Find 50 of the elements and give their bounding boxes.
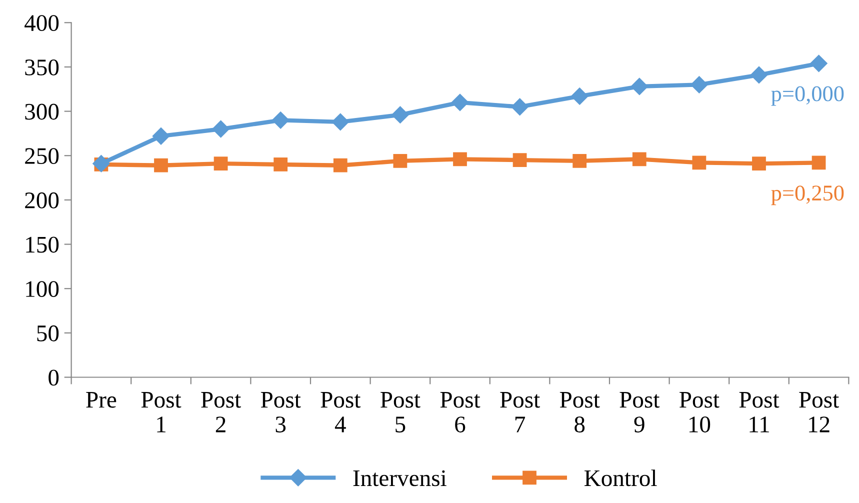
point xyxy=(451,94,469,111)
x-tick-label: Post 4 xyxy=(320,392,361,432)
y-tick-label: 100 xyxy=(26,281,59,298)
point xyxy=(752,156,766,171)
x-tick-label: Post 12 xyxy=(799,392,839,432)
y-tick-label: 0 xyxy=(48,370,59,386)
point xyxy=(810,54,828,72)
x-tick-label: Post 5 xyxy=(380,392,420,432)
x-tick-label: Post 2 xyxy=(201,392,241,432)
x-tick-label: Post 10 xyxy=(680,392,720,432)
point xyxy=(632,152,646,166)
y-tick-label: 200 xyxy=(25,192,59,208)
y-tick-label: 300 xyxy=(25,104,59,120)
y-tick-label: 250 xyxy=(25,148,59,164)
point xyxy=(572,154,587,168)
point xyxy=(212,120,230,138)
point xyxy=(571,88,588,105)
point xyxy=(274,158,288,172)
point xyxy=(812,156,826,170)
point xyxy=(511,98,528,116)
point xyxy=(690,76,708,94)
y-tick-label: 50 xyxy=(37,325,59,342)
x-tick-label: Post 11 xyxy=(739,392,780,432)
point xyxy=(214,156,228,171)
y-tick-label: 350 xyxy=(25,59,59,76)
legend-label: Intervensi xyxy=(353,470,446,486)
point xyxy=(750,66,768,84)
y-tick-label: 400 xyxy=(24,15,59,32)
point xyxy=(630,78,648,96)
x-tick-label: Pre xyxy=(86,392,116,408)
annotation: p=0,000 xyxy=(771,86,844,106)
x-tick-label: Post 1 xyxy=(141,392,182,432)
point xyxy=(152,128,170,145)
annotation: p=0,250 xyxy=(771,186,844,206)
point xyxy=(332,113,349,130)
point xyxy=(393,154,408,168)
legend-label: Kontrol xyxy=(584,470,657,486)
x-tick-label: Post 3 xyxy=(260,392,301,432)
point xyxy=(392,106,409,124)
x-tick-label: Post 9 xyxy=(620,392,660,432)
y-tick-label: 150 xyxy=(26,236,59,253)
point xyxy=(154,158,168,172)
point xyxy=(333,158,348,172)
x-tick-label: Post 8 xyxy=(560,392,600,432)
x-tick-label: Post 7 xyxy=(500,392,540,432)
point xyxy=(272,112,290,129)
point xyxy=(692,156,706,170)
point xyxy=(512,153,527,167)
point xyxy=(453,152,467,166)
x-tick-label: Post 6 xyxy=(440,392,480,432)
